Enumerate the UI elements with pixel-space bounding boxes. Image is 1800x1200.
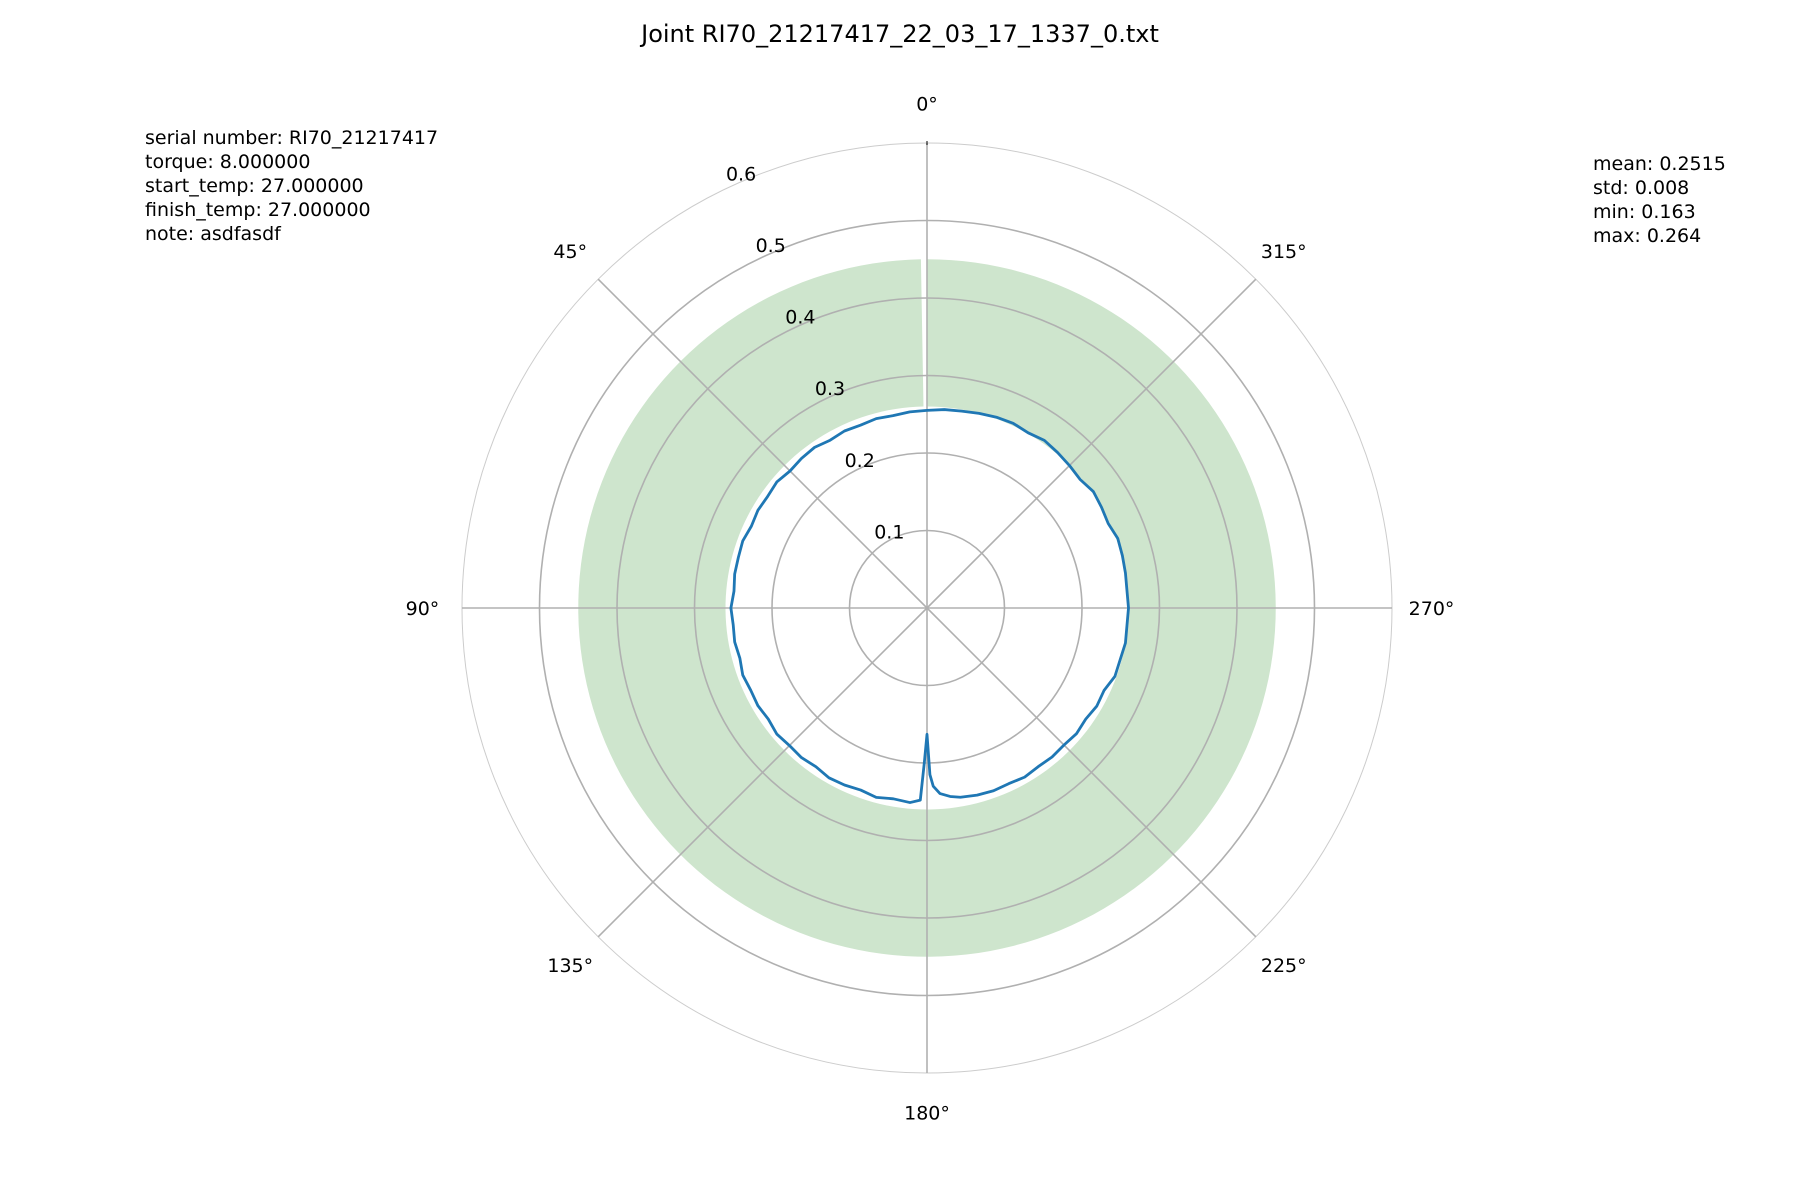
axis-labels: 0° 45° 90° 135° 180° 225° 270° 315° 0.1 0.2 0.3 0.4… (406, 93, 1455, 1124)
angle-tick-label: 135° (547, 955, 593, 977)
angle-tick-label: 315° (1261, 241, 1307, 263)
angular-gridline (926, 607, 1257, 938)
parameter-line: serial number: RI70_21217417 (145, 127, 439, 149)
statistic-line: std: 0.008 (1593, 177, 1690, 199)
parameter-line: start_temp: 27.000000 (145, 175, 364, 197)
angle-tick-label: 180° (904, 1103, 950, 1125)
statistic-line: min: 0.163 (1593, 201, 1696, 223)
series-line (729, 408, 1130, 804)
chart-title: Joint RI70_21217417_22_03_17_1337_0.txt (641, 20, 1159, 48)
radius-tick-label: 0.6 (726, 163, 756, 185)
parameter-line: torque: 8.000000 (145, 151, 311, 173)
angle-tick-label: 0° (916, 93, 938, 115)
angle-tick-label: 90° (406, 598, 440, 620)
angle-tick-label: 225° (1261, 955, 1307, 977)
statistic-line: max: 0.264 (1593, 225, 1702, 247)
radius-tick-label: 0.1 (874, 521, 904, 543)
parameters-annotation: serial number: RI70_21217417 torque: 8.00… (145, 126, 438, 246)
radius-tick-label: 0.5 (756, 235, 786, 257)
statistic-line: mean: 0.2515 (1593, 153, 1726, 175)
angular-gridline (926, 278, 1257, 609)
angular-gridline (597, 607, 928, 938)
angle-tick-label: 45° (553, 241, 587, 263)
parameter-line: note: asdfasdf (145, 223, 281, 245)
radius-tick-label: 0.2 (845, 450, 875, 472)
statistics-annotation: mean: 0.2515 std: 0.008 min: 0.163 max: 0.2… (1593, 152, 1726, 248)
polar-grid (461, 141, 1393, 1074)
angle-tick-label: 270° (1409, 598, 1455, 620)
radius-tick-label: 0.3 (815, 378, 845, 400)
radius-tick-label: 0.4 (785, 307, 815, 329)
parameter-line: finish_temp: 27.000000 (145, 199, 371, 221)
angular-gridline (597, 278, 928, 609)
series-layer (729, 408, 1130, 804)
